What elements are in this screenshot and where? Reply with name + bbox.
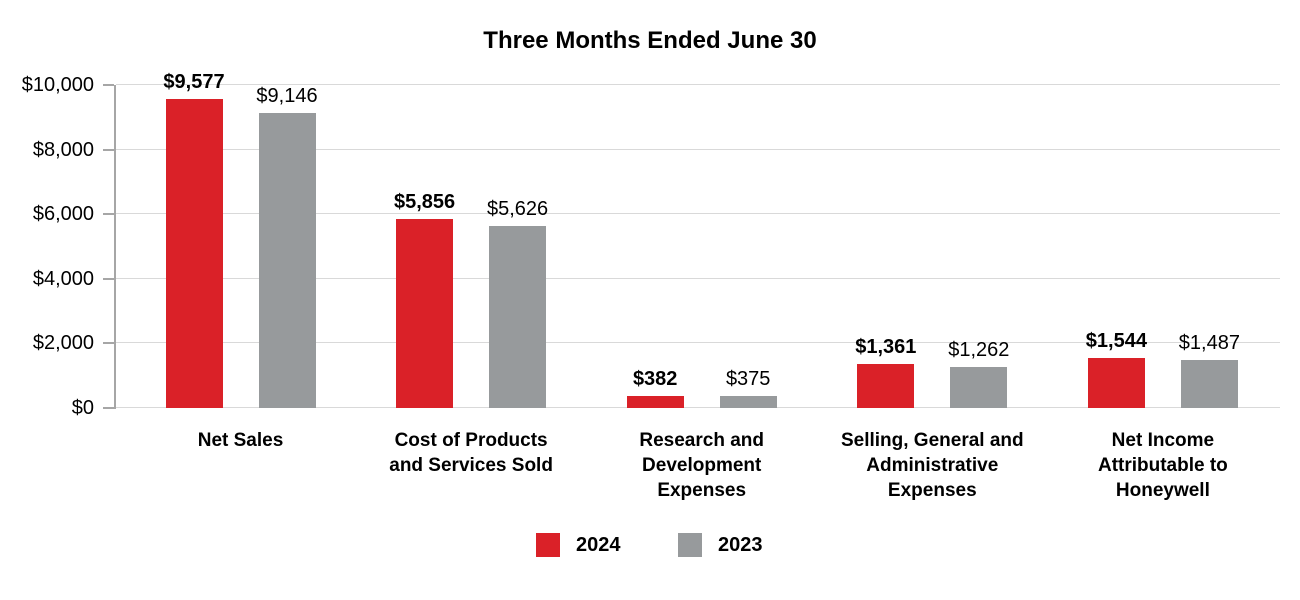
gridline-0 bbox=[116, 407, 1280, 408]
y-axis-tick-10000 bbox=[103, 84, 114, 86]
value-label-2024-net-income-attributable-to-honeywell: $1,544 bbox=[1085, 330, 1147, 353]
y-axis-label-6000: $6,000 bbox=[32, 203, 94, 226]
category-label-line: Administrative bbox=[866, 455, 999, 476]
value-label-2024-cost-of-products-and-services-sold: $5,856 bbox=[394, 190, 456, 213]
y-axis-label-8000: $8,000 bbox=[32, 138, 94, 161]
category-label-net-income-attributable-to-honeywell: Net Income Attributable to Honeywell bbox=[1043, 428, 1283, 503]
value-label-2023-selling-general-and-administrative-expenses: $1,262 bbox=[948, 339, 1010, 362]
y-axis-tick-2000 bbox=[103, 342, 114, 345]
gridline-10000 bbox=[116, 84, 1280, 85]
y-axis-label-2000: $2,000 bbox=[32, 332, 94, 355]
category-label-line: Cost of Products bbox=[394, 430, 548, 451]
y-axis-label-0: $0 bbox=[71, 397, 94, 419]
bar-2024-net-income-attributable-to-honeywell bbox=[1087, 358, 1145, 408]
category-label-line: Net Sales bbox=[197, 430, 284, 451]
value-label-2024-selling-general-and-administrative-expenses: $1,361 bbox=[855, 336, 917, 359]
y-axis-tick-6000 bbox=[103, 213, 114, 216]
category-label-line: Development bbox=[642, 455, 762, 476]
value-label-2024-research-and-development-expenses: $382 bbox=[632, 367, 678, 390]
bar-2023-cost-of-products-and-services-sold bbox=[489, 226, 547, 408]
legend-label-2023: 2023 bbox=[718, 534, 763, 556]
gridline-6000 bbox=[116, 213, 1280, 215]
category-label-line: and Services Sold bbox=[389, 455, 553, 476]
bar-2023-net-income-attributable-to-honeywell bbox=[1180, 359, 1238, 408]
value-label-2023-net-sales: $9,146 bbox=[256, 84, 318, 107]
bar-2024-net-sales bbox=[165, 98, 223, 408]
category-label-research-and-development-expenses: Research and Development Expenses bbox=[582, 428, 822, 503]
legend-label-2024: 2024 bbox=[576, 534, 621, 556]
category-label-line: Expenses bbox=[887, 480, 977, 501]
y-axis-line bbox=[114, 85, 116, 409]
gridline-4000 bbox=[116, 277, 1280, 279]
value-label-2023-research-and-development-expenses: $375 bbox=[725, 367, 771, 390]
bar-2023-selling-general-and-administrative-expenses bbox=[950, 367, 1008, 408]
category-label-line: Net Income bbox=[1111, 430, 1215, 451]
category-label-line: Research and bbox=[639, 430, 764, 451]
y-axis-label-10000: $10,000 bbox=[21, 74, 94, 96]
bar-2024-research-and-development-expenses bbox=[626, 395, 684, 408]
plot-area: $9,577 $9,146 $5,856 $5,626 $382 $375 $1,361 $1… bbox=[116, 71, 1280, 408]
category-label-line: Expenses bbox=[657, 480, 747, 501]
value-label-2024-net-sales: $9,577 bbox=[163, 70, 225, 93]
category-label-line: Honeywell bbox=[1115, 480, 1210, 501]
y-axis-tick-8000 bbox=[103, 148, 114, 151]
category-label-line: Selling, General and bbox=[840, 430, 1024, 451]
value-label-2023-net-income-attributable-to-honeywell: $1,487 bbox=[1178, 331, 1240, 354]
value-label-2023-cost-of-products-and-services-sold: $5,626 bbox=[487, 198, 549, 221]
y-axis-tick-4000 bbox=[103, 277, 114, 280]
category-label-cost-of-products-and-services-sold: Cost of Products and Services Sold bbox=[351, 428, 591, 478]
y-axis-tick-0 bbox=[103, 407, 114, 409]
legend-swatch-2024 bbox=[536, 533, 560, 557]
bar-2023-net-sales bbox=[258, 112, 316, 408]
bar-2024-cost-of-products-and-services-sold bbox=[396, 218, 454, 408]
legend-swatch-2023 bbox=[678, 533, 702, 557]
bar-2023-research-and-development-expenses bbox=[719, 395, 777, 408]
bar-2024-selling-general-and-administrative-expenses bbox=[857, 364, 915, 408]
y-axis-label-4000: $4,000 bbox=[32, 267, 94, 290]
gridline-2000 bbox=[116, 342, 1280, 344]
legend-item-2024: 2024 bbox=[536, 533, 621, 557]
chart-title: Three Months Ended June 30 bbox=[483, 27, 817, 54]
category-label-line: Attributable to bbox=[1097, 455, 1228, 476]
gridline-8000 bbox=[116, 148, 1280, 150]
category-label-selling-general-and-administrative-expenses: Selling, General and Administrative Expens… bbox=[812, 428, 1052, 503]
category-label-net-sales: Net Sales bbox=[121, 428, 361, 453]
legend-item-2023: 2023 bbox=[678, 533, 763, 557]
